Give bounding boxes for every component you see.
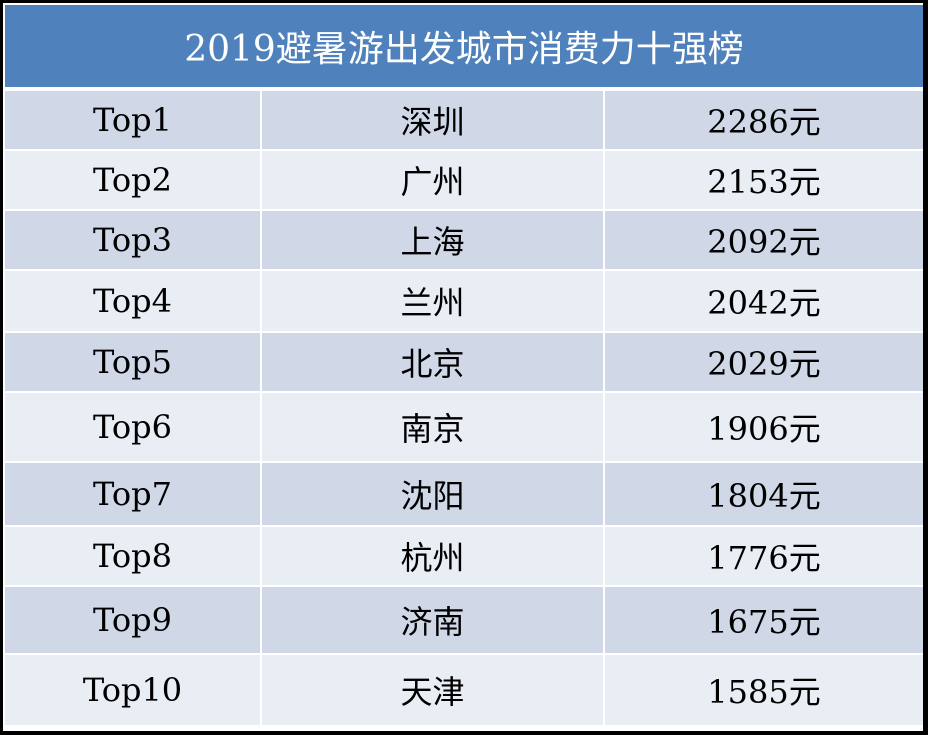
amount-cell: 1585元: [605, 655, 923, 725]
rank-cell: Top5: [5, 333, 260, 391]
city-cell: 兰州: [262, 271, 603, 331]
rank-cell: Top7: [5, 463, 260, 525]
table-frame: 2019避暑游出发城市消费力十强榜 Top1 深圳 2286元 Top2 广州 2153元…: [3, 3, 923, 731]
amount-cell: 2286元: [605, 91, 923, 149]
city-cell: 济南: [262, 587, 603, 653]
city-cell: 南京: [262, 393, 603, 461]
city-cell: 杭州: [262, 527, 603, 585]
rank-cell: Top1: [5, 91, 260, 149]
city-cell: 北京: [262, 333, 603, 391]
table-title: 2019避暑游出发城市消费力十强榜: [5, 5, 923, 87]
city-cell: 广州: [262, 151, 603, 209]
rank-cell: Top6: [5, 393, 260, 461]
amount-cell: 1776元: [605, 527, 923, 585]
amount-cell: 2092元: [605, 211, 923, 269]
amount-cell: 2042元: [605, 271, 923, 331]
rank-cell: Top2: [5, 151, 260, 209]
rank-cell: Top8: [5, 527, 260, 585]
city-cell: 上海: [262, 211, 603, 269]
amount-cell: 2153元: [605, 151, 923, 209]
amount-cell: 1804元: [605, 463, 923, 525]
amount-cell: 1675元: [605, 587, 923, 653]
amount-cell: 2029元: [605, 333, 923, 391]
amount-cell: 1906元: [605, 393, 923, 461]
city-cell: 沈阳: [262, 463, 603, 525]
city-cell: 天津: [262, 655, 603, 725]
rank-cell: Top9: [5, 587, 260, 653]
rank-cell: Top10: [5, 655, 260, 725]
city-cell: 深圳: [262, 91, 603, 149]
table: Top1 深圳 2286元 Top2 广州 2153元 Top3 上海 2092元 Top4 兰州 2…: [5, 91, 923, 731]
rank-cell: Top4: [5, 271, 260, 331]
rank-cell: Top3: [5, 211, 260, 269]
